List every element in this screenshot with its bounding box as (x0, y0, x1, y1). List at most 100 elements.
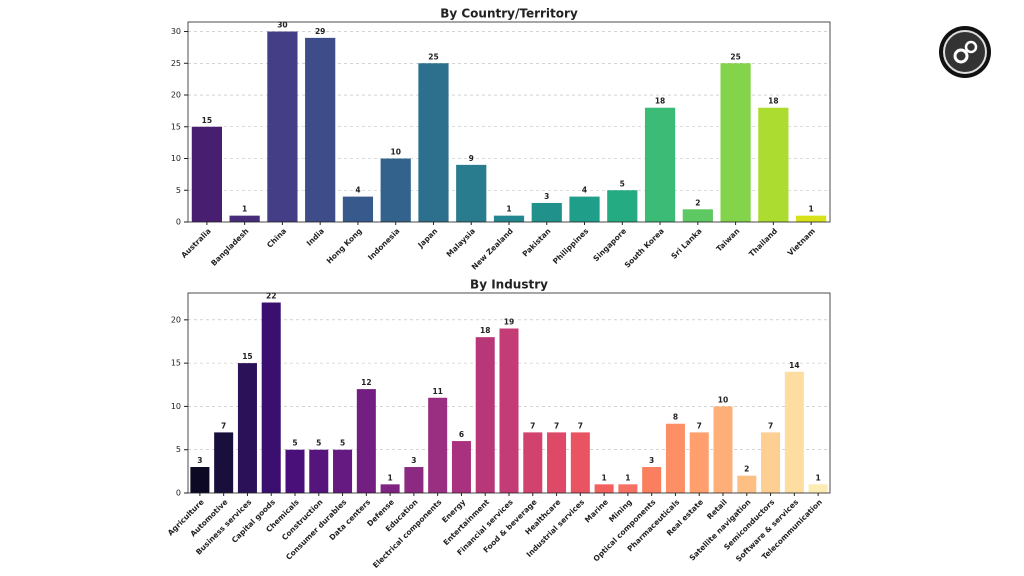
bar (380, 158, 411, 222)
bar (720, 63, 751, 223)
bar (531, 202, 562, 222)
value-label: 10 (718, 395, 728, 404)
y-tick-label: 5 (176, 445, 181, 454)
bar (499, 328, 519, 493)
bar (784, 371, 804, 493)
bar (305, 37, 336, 222)
y-tick-label: 30 (171, 27, 181, 36)
value-label: 15 (242, 352, 252, 361)
value-label: 7 (768, 421, 773, 430)
bar (475, 337, 495, 493)
bar (380, 484, 400, 493)
bar (547, 432, 567, 493)
value-label: 9 (469, 154, 474, 163)
value-label: 25 (730, 52, 740, 61)
plot-frame (187, 21, 831, 223)
bar (285, 449, 305, 493)
value-label: 3 (649, 456, 654, 465)
chart-title: By Country/Territory (440, 7, 578, 21)
bar (713, 406, 733, 493)
value-label: 6 (459, 430, 464, 439)
bar (333, 449, 353, 493)
bar (737, 475, 757, 493)
value-label: 22 (266, 292, 276, 301)
value-label: 1 (602, 473, 607, 482)
value-label: 18 (480, 326, 490, 335)
value-label: 2 (695, 198, 700, 207)
value-label: 11 (432, 387, 442, 396)
y-tick-label: 5 (176, 186, 181, 195)
bar (428, 397, 448, 493)
bar (607, 190, 638, 222)
bar (404, 467, 424, 493)
value-label: 5 (620, 179, 625, 188)
value-label: 4 (582, 186, 587, 195)
value-label: 5 (340, 439, 345, 448)
bar (229, 215, 260, 222)
bar (808, 484, 828, 493)
value-label: 7 (530, 421, 535, 430)
value-label: 4 (355, 186, 360, 195)
value-label: 7 (578, 421, 583, 430)
bar (618, 484, 638, 493)
value-label: 3 (411, 456, 416, 465)
value-label: 1 (242, 205, 247, 214)
value-label: 1 (816, 473, 821, 482)
value-label: 12 (361, 378, 371, 387)
value-label: 5 (292, 439, 297, 448)
bar (758, 107, 789, 222)
bar (418, 63, 449, 223)
value-label: 1 (809, 205, 814, 214)
bar (689, 432, 709, 493)
y-tick-label: 15 (171, 122, 181, 131)
y-tick-label: 25 (171, 59, 181, 68)
bar (237, 363, 257, 493)
bar (642, 467, 662, 493)
value-label: 14 (789, 361, 799, 370)
bar (214, 432, 234, 493)
plot-frame (187, 292, 831, 494)
bar (493, 215, 525, 222)
y-tick-label: 20 (171, 315, 181, 324)
logo (939, 26, 991, 78)
value-label: 7 (697, 421, 702, 430)
bar (594, 484, 614, 493)
value-label: 3 (544, 192, 549, 201)
bar (796, 215, 827, 222)
y-tick-label: 20 (171, 91, 181, 100)
bar (356, 389, 376, 493)
value-label: 8 (673, 413, 678, 422)
value-label: 18 (655, 97, 665, 106)
value-label: 25 (428, 52, 438, 61)
value-label: 1 (506, 205, 511, 214)
bar (309, 449, 329, 493)
y-tick-label: 10 (171, 402, 181, 411)
bar (190, 467, 210, 493)
bar (342, 196, 374, 222)
y-tick-label: 0 (176, 218, 181, 227)
value-label: 2 (744, 465, 749, 474)
bar (456, 164, 487, 222)
value-label: 15 (202, 116, 212, 125)
bar (569, 196, 600, 222)
bar (261, 302, 281, 493)
y-tick-label: 0 (176, 489, 181, 498)
bar (191, 126, 222, 222)
chart-title: By Industry (470, 278, 548, 292)
logo-glyph (953, 48, 969, 64)
bar (682, 209, 713, 222)
bar (523, 432, 543, 493)
bar (451, 441, 471, 493)
y-tick-label: 10 (171, 154, 181, 163)
bar (761, 432, 781, 493)
value-label: 30 (277, 21, 287, 30)
value-label: 3 (197, 456, 202, 465)
value-label: 1 (625, 473, 630, 482)
value-label: 10 (390, 148, 400, 157)
value-label: 5 (316, 439, 321, 448)
y-tick-label: 15 (171, 359, 181, 368)
value-label: 7 (554, 421, 559, 430)
value-label: 29 (315, 27, 325, 36)
bar (644, 107, 676, 222)
